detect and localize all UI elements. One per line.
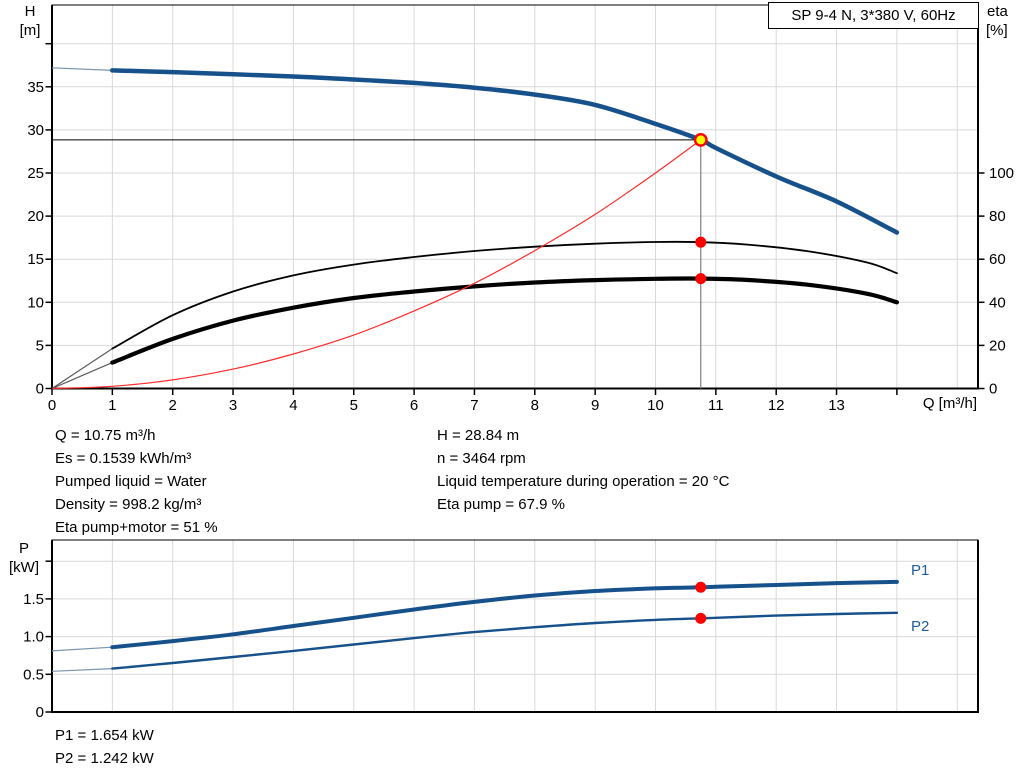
x-tick-label: 7	[470, 397, 478, 414]
chart-title: SP 9-4 N, 3*380 V, 60Hz	[791, 7, 956, 24]
curve-p2	[111, 611, 899, 670]
info-es: Es = 0.1539 kWh/m³	[55, 450, 192, 467]
x-tick-label: 6	[410, 397, 418, 414]
info-q: Q = 10.75 m³/h	[55, 427, 156, 444]
info-eta-pump: Eta pump = 67.9 %	[437, 496, 565, 513]
eta-tick-label: 60	[989, 251, 1006, 268]
info-temperature: Liquid temperature during operation = 20…	[437, 473, 730, 490]
x-tick-label: 12	[768, 397, 785, 414]
p-axis-unit: [kW]	[9, 559, 39, 576]
curve-lead-h-q-pump-curve	[51, 67, 113, 71]
curve-lead-p1	[51, 646, 113, 652]
result-p2: P2 = 1.242 kW	[55, 750, 154, 767]
eta-tick-label: 0	[989, 381, 997, 398]
eta-pump-motor-duty-marker	[695, 273, 707, 285]
x-tick-label: 13	[828, 397, 845, 414]
eta-tick-label: 100	[989, 165, 1014, 182]
eta-tick-label: 80	[989, 208, 1006, 225]
curve-lead-eta-pump-motor	[51, 362, 113, 390]
y-tick-label: 20	[27, 208, 44, 225]
x-tick-label: 9	[591, 397, 599, 414]
x-tick-label: 3	[229, 397, 237, 414]
x-tick-label: 10	[647, 397, 664, 414]
h-axis-label: H	[24, 3, 36, 20]
y-tick-label: 25	[27, 165, 44, 182]
curve-h-q-pump-curve	[110, 68, 900, 235]
eta-axis-label: eta	[987, 3, 1008, 20]
result-p1: P1 = 1.654 kW	[55, 727, 154, 744]
curve-eta-pump	[111, 240, 898, 350]
y-tick-label: 30	[27, 122, 44, 139]
p1-series-label: P1	[911, 562, 930, 579]
y-tick-label: 0	[36, 704, 44, 721]
y-tick-label: 5	[36, 337, 44, 354]
curve-eta-pump-motor	[110, 276, 899, 365]
curve-lead-p2	[51, 668, 113, 672]
q-axis-label: Q [m³/h]	[922, 395, 977, 412]
duty-point-marker	[693, 132, 708, 147]
p2-series-label: P2	[911, 618, 930, 635]
info-n: n = 3464 rpm	[437, 450, 526, 467]
info-h: H = 28.84 m	[437, 427, 520, 444]
x-tick-label: 4	[289, 397, 297, 414]
plot-frame	[51, 539, 979, 713]
info-liquid: Pumped liquid = Water	[55, 473, 207, 490]
x-tick-label: 5	[350, 397, 358, 414]
x-tick-label: 8	[531, 397, 539, 414]
y-tick-label: 15	[27, 251, 44, 268]
h-axis-unit: [m]	[19, 22, 41, 39]
eta-tick-label: 20	[989, 337, 1006, 354]
p1-duty-marker	[695, 581, 707, 593]
x-tick-label: 0	[48, 397, 56, 414]
y-tick-label: 10	[27, 294, 44, 311]
y-tick-label: 35	[27, 79, 44, 96]
y-tick-label: 0.5	[23, 666, 44, 683]
eta-pump-duty-marker	[695, 236, 707, 248]
y-tick-label: 0	[36, 381, 44, 398]
eta-axis-unit: [%]	[986, 22, 1008, 39]
curve-system-curve	[51, 139, 702, 390]
x-tick-label: 1	[108, 397, 116, 414]
curve-lead-eta-pump	[51, 348, 113, 390]
eta-tick-label: 40	[989, 294, 1006, 311]
chart-title-box: SP 9-4 N, 3*380 V, 60Hz	[768, 2, 979, 29]
y-tick-label: 1.0	[23, 629, 44, 646]
info-density: Density = 998.2 kg/m³	[55, 496, 202, 513]
y-tick-label: 1.5	[23, 591, 44, 608]
info-eta-pump-motor: Eta pump+motor = 51 %	[55, 519, 218, 536]
x-tick-label: 2	[169, 397, 177, 414]
curve-p1	[110, 579, 899, 650]
p-axis-label: P	[18, 540, 29, 557]
x-tick-label: 11	[708, 397, 724, 414]
p2-duty-marker	[695, 612, 707, 624]
